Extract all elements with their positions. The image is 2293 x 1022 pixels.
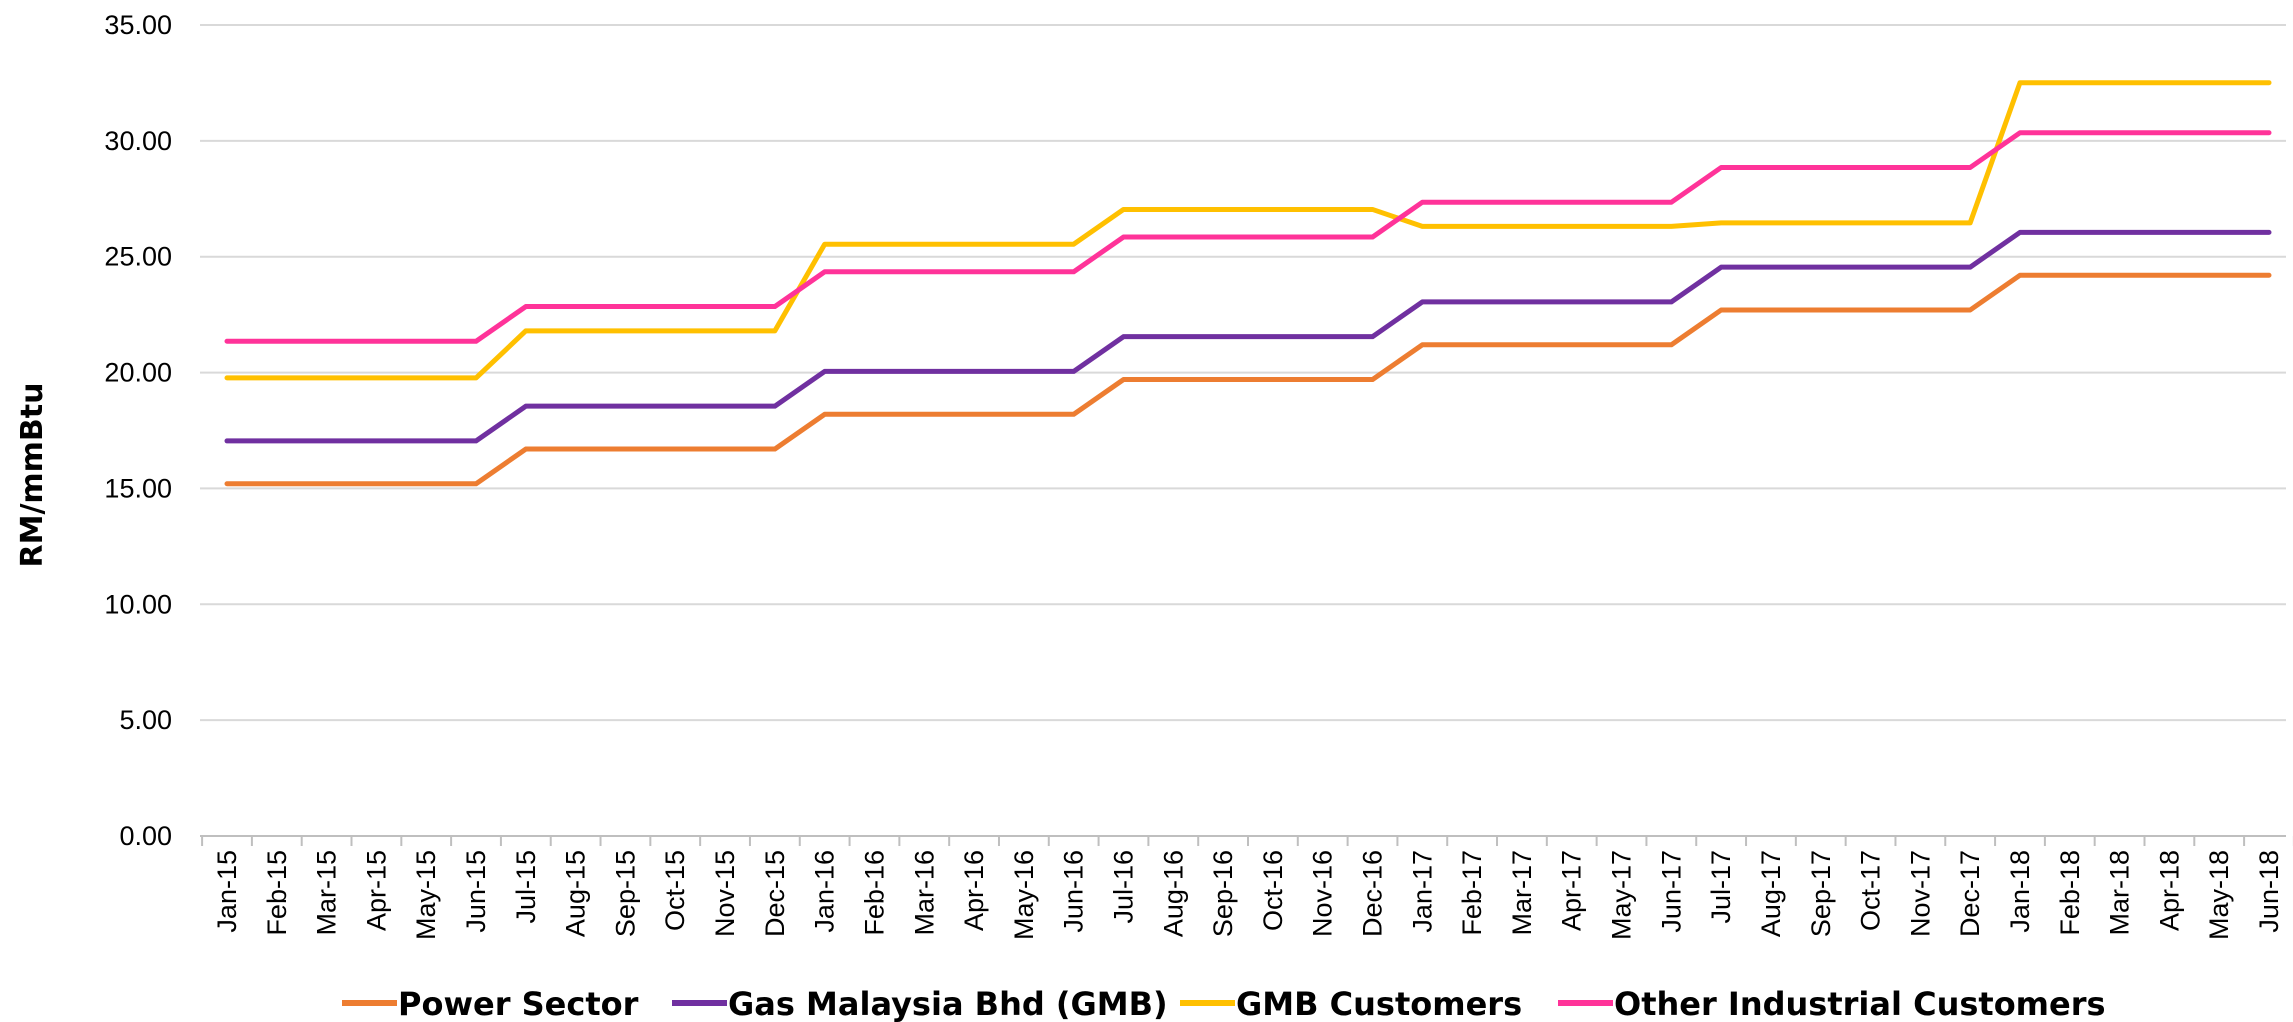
- x-tick-label: Dec-17: [1955, 850, 1985, 937]
- series-line-other-industrial-customers: [224, 130, 2272, 344]
- y-tick-label: 15.00: [104, 473, 172, 503]
- x-tick-label: Mar-17: [1507, 850, 1537, 936]
- x-tick-label: Nov-15: [710, 850, 740, 937]
- x-tick-label: Jul-16: [1108, 850, 1138, 924]
- x-tick-label: Mar-16: [909, 850, 939, 936]
- series-line-gmb-customers: [224, 80, 2272, 381]
- x-tick-label: May-18: [2204, 850, 2234, 940]
- x-tick-label: Jan-15: [212, 850, 242, 933]
- x-tick-label: Feb-18: [2055, 850, 2085, 936]
- y-axis-title: RM/mmBtu: [15, 383, 50, 568]
- x-tick-label: Nov-16: [1308, 850, 1338, 937]
- y-tick-label: 0.00: [119, 821, 172, 851]
- x-tick-label: Nov-17: [1905, 850, 1935, 937]
- x-tick-label: Apr-16: [959, 850, 989, 931]
- x-tick-label: Aug-16: [1158, 850, 1188, 937]
- x-tick-label: May-17: [1607, 850, 1637, 940]
- x-tick-label: Aug-17: [1756, 850, 1786, 937]
- y-tick-label: 10.00: [104, 589, 172, 619]
- legend-label: GMB Customers: [1236, 985, 1522, 1022]
- legend-label: Power Sector: [398, 985, 639, 1022]
- x-tick-label: Dec-16: [1358, 850, 1388, 937]
- x-tick-label: Jul-15: [511, 850, 541, 924]
- x-tick-label: May-15: [411, 850, 441, 940]
- x-tick-label: Jun-18: [2254, 850, 2284, 933]
- x-tick-label: Jun-15: [461, 850, 491, 933]
- x-tick-label: Dec-15: [760, 850, 790, 937]
- x-tick-label: Oct-17: [1856, 850, 1886, 931]
- series-lines: [224, 80, 2272, 487]
- x-tick-label: Apr-18: [2154, 850, 2184, 931]
- x-tick-label: Sep-15: [610, 850, 640, 937]
- x-tick-label: Oct-16: [1258, 850, 1288, 931]
- x-axis: Jan-15 Feb-15 Mar-15 Apr-15 May-15 Jun-15 Jul-…: [200, 835, 2293, 940]
- x-tick-label: Jan-18: [2005, 850, 2035, 933]
- x-tick-label: Apr-15: [361, 850, 391, 931]
- legend-label: Gas Malaysia Bhd (GMB): [728, 985, 1168, 1022]
- x-tick-label: Mar-18: [2105, 850, 2135, 936]
- y-axis-ticks: 0.00 5.00 10.00 15.00 20.00 25.00 30.00 35.00: [104, 10, 172, 851]
- x-tick-label: Sep-16: [1208, 850, 1238, 937]
- y-tick-label: 25.00: [104, 242, 172, 272]
- gridlines: [200, 24, 2286, 722]
- x-tick-label: Mar-15: [312, 850, 342, 936]
- y-tick-label: 5.00: [119, 705, 172, 735]
- x-tick-label: Feb-15: [262, 850, 292, 936]
- x-tick-label: May-16: [1009, 850, 1039, 940]
- x-tick-label: Jan-17: [1407, 850, 1437, 933]
- x-tick-label: Apr-17: [1557, 850, 1587, 931]
- x-tick-label: Oct-15: [660, 850, 690, 931]
- x-tick-label: Aug-15: [561, 850, 591, 937]
- x-tick-label: Feb-16: [859, 850, 889, 936]
- x-tick-label: Jun-16: [1059, 850, 1089, 933]
- x-tick-label: Feb-17: [1457, 850, 1487, 936]
- x-tick-label: Sep-17: [1806, 850, 1836, 937]
- series-line-power-sector: [224, 272, 2272, 487]
- x-tick-label: Jun-17: [1656, 850, 1686, 933]
- legend-label: Other Industrial Customers: [1614, 985, 2106, 1022]
- x-tick-label: Jan-16: [810, 850, 840, 933]
- series-line-gas-malaysia-bhd-gmb: [224, 229, 2272, 444]
- legend: Power Sector Gas Malaysia Bhd (GMB) GMB Cu…: [342, 985, 2106, 1022]
- y-tick-label: 35.00: [104, 10, 172, 40]
- x-tick-label: Jul-17: [1706, 850, 1736, 924]
- y-tick-label: 30.00: [104, 126, 172, 156]
- y-tick-label: 20.00: [104, 358, 172, 388]
